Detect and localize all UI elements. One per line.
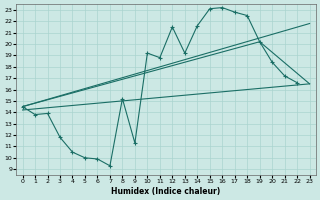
X-axis label: Humidex (Indice chaleur): Humidex (Indice chaleur) xyxy=(111,187,221,196)
